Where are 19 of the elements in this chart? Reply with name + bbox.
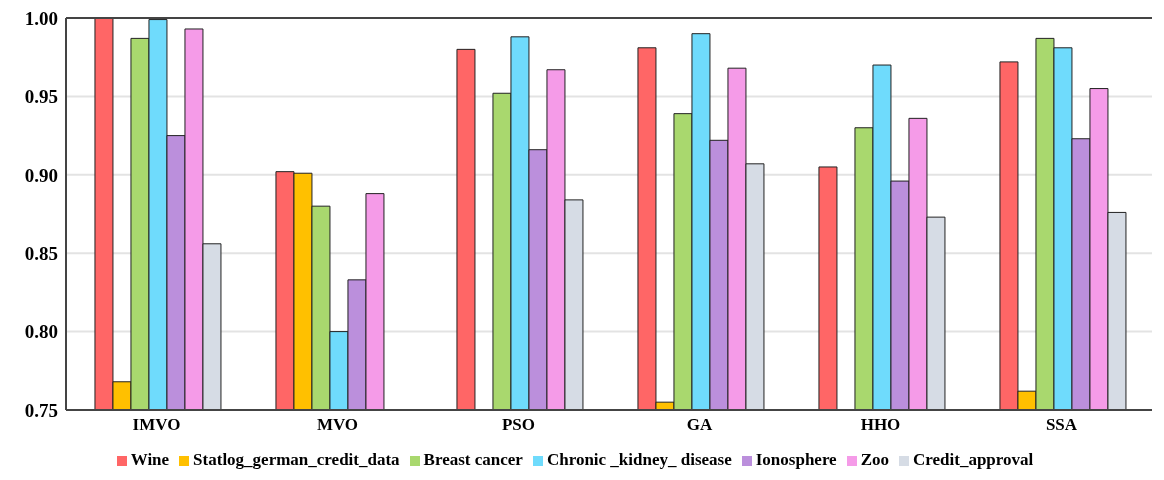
legend-label: Statlog_german_credit_data <box>193 450 400 469</box>
legend-label: Ionosphere <box>755 450 837 469</box>
legend-label: Breast cancer <box>423 450 523 469</box>
x-tick-label: GA <box>686 415 713 435</box>
x-tick-label: HHO <box>860 415 901 435</box>
legend-label: Credit_approval <box>913 450 1034 469</box>
y-tick-label: 0.80 <box>24 321 58 343</box>
legend-label: Zoo <box>860 450 890 469</box>
y-tick-label: 1.00 <box>24 7 58 29</box>
legend-label: Wine <box>130 450 170 469</box>
y-tick-label: 0.90 <box>24 164 58 186</box>
y-tick-label: 0.85 <box>24 242 58 264</box>
x-tick-label: IMVO <box>132 415 181 435</box>
x-tick-label: MVO <box>316 415 359 435</box>
legend-label: Chronic _kidney_ disease <box>546 450 732 469</box>
y-tick-label: 0.75 <box>24 399 58 421</box>
x-tick-label: PSO <box>501 415 536 435</box>
x-tick-label: SSA <box>1045 415 1078 435</box>
y-tick-label: 0.95 <box>24 86 58 108</box>
